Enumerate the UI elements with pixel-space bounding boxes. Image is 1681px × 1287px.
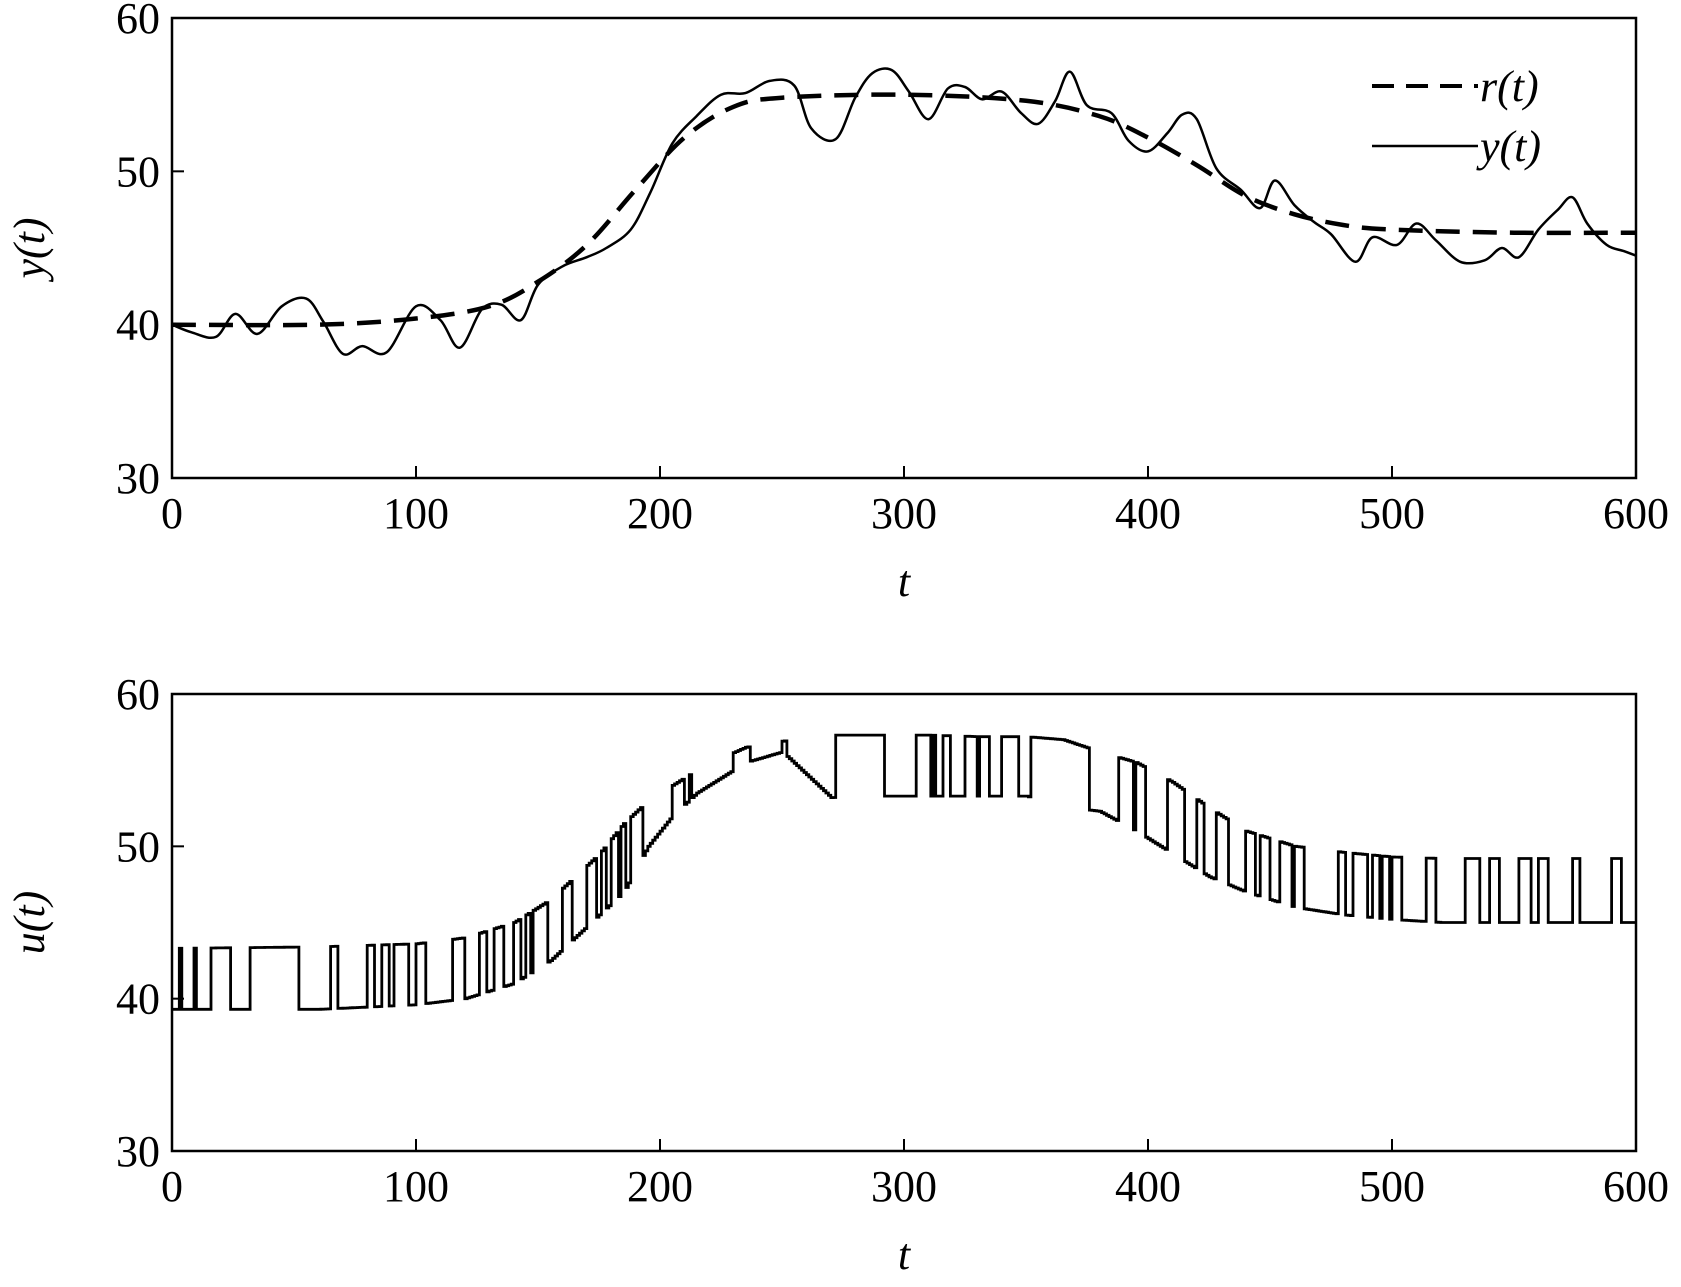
x-tick-label: 500 xyxy=(1359,1162,1425,1211)
y-chart-y-axis-label: y(t) xyxy=(5,217,54,282)
x-tick-label: 600 xyxy=(1603,489,1669,538)
y-tick-label: 50 xyxy=(116,147,160,196)
x-tick-label: 200 xyxy=(627,489,693,538)
x-tick-label: 400 xyxy=(1115,489,1181,538)
y-tick-label: 60 xyxy=(116,670,160,719)
series-line-u xyxy=(172,733,1636,1011)
series-line-r xyxy=(171,92,1637,328)
y-chart-ticks: 0 100 200 300 400 500 600 30 40 50 60 xyxy=(116,0,1669,538)
x-tick-label: 600 xyxy=(1603,1162,1669,1211)
y-tick-label: 50 xyxy=(116,822,160,871)
x-tick-label: 400 xyxy=(1115,1162,1181,1211)
u-chart-y-axis-label: u(t) xyxy=(5,891,54,955)
x-tick-label: 0 xyxy=(161,1162,183,1211)
y-tick-label: 40 xyxy=(116,301,160,350)
x-tick-label: 100 xyxy=(383,489,449,538)
u-chart-series xyxy=(172,733,1636,1011)
y-chart: 0 100 200 300 400 500 600 30 40 50 60 t y(t) r(t) … xyxy=(5,0,1669,606)
x-tick-label: 0 xyxy=(161,489,183,538)
x-tick-label: 100 xyxy=(383,1162,449,1211)
legend-label-r: r(t) xyxy=(1480,62,1539,111)
y-chart-series xyxy=(171,67,1637,356)
u-chart: 0 100 200 300 400 500 600 30 40 50 60 t u(t) xyxy=(5,670,1669,1279)
u-chart-ticks: 0 100 200 300 400 500 600 30 40 50 60 xyxy=(116,670,1669,1211)
y-chart-x-axis-label: t xyxy=(898,557,912,606)
x-tick-label: 300 xyxy=(871,1162,937,1211)
y-tick-label: 60 xyxy=(116,0,160,43)
u-chart-x-axis-label: t xyxy=(898,1230,912,1279)
x-tick-label: 500 xyxy=(1359,489,1425,538)
y-tick-label: 40 xyxy=(116,975,160,1024)
y-tick-label: 30 xyxy=(116,1127,160,1176)
series-line-y xyxy=(171,67,1637,356)
y-tick-label: 30 xyxy=(116,454,160,503)
u-chart-plot-frame xyxy=(170,692,1638,1153)
x-tick-label: 200 xyxy=(627,1162,693,1211)
legend-label-y: y(t) xyxy=(1476,122,1541,171)
x-tick-label: 300 xyxy=(871,489,937,538)
y-chart-legend: r(t) y(t) xyxy=(1372,62,1541,171)
